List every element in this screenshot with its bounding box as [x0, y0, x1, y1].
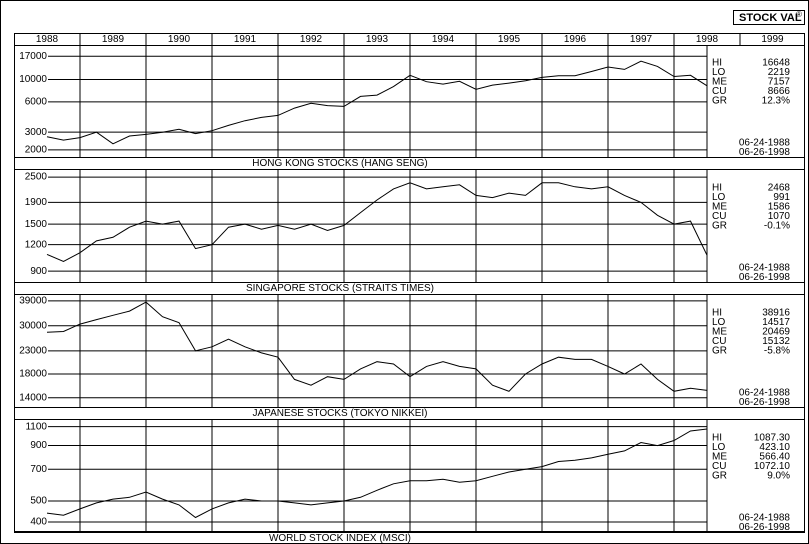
stat-value: -0.1%: [764, 221, 790, 232]
date-label: 06-26-1998: [739, 272, 791, 283]
y-tick-label: 18000: [19, 369, 47, 380]
stat-name: LO: [712, 442, 726, 453]
stat-value: 14517: [762, 317, 790, 328]
year-label: 1992: [300, 34, 323, 45]
date-label: 06-26-1998: [739, 522, 791, 533]
y-tick-label: 39000: [19, 296, 47, 307]
panel-title: HONG KONG STOCKS (HANG SENG): [252, 158, 427, 169]
stat-value: 15132: [762, 336, 790, 347]
price-line: [46, 301, 708, 392]
y-tick-label: 700: [30, 464, 47, 475]
price-line: [46, 428, 708, 519]
stat-name: ME: [712, 77, 727, 88]
stat-name: ME: [712, 202, 727, 213]
y-tick-label: 6000: [25, 96, 48, 107]
year-label: 1997: [630, 34, 653, 45]
stat-value: 12.3%: [762, 96, 790, 107]
stat-name: HI: [712, 58, 722, 69]
date-label: 06-24-1988: [739, 388, 791, 399]
year-label: 1996: [564, 34, 587, 45]
stat-name: ME: [712, 452, 727, 463]
y-tick-label: 17000: [19, 51, 47, 62]
stat-value: 566.40: [759, 452, 790, 463]
price-line: [46, 60, 708, 145]
stat-name: ME: [712, 327, 727, 338]
stat-value: 2468: [768, 183, 791, 194]
y-tick-label: 1900: [25, 197, 48, 208]
y-tick-label: 30000: [19, 320, 47, 331]
y-tick-label: 10000: [19, 74, 47, 85]
date-label: 06-24-1988: [739, 138, 791, 149]
stat-name: GR: [712, 346, 727, 357]
y-tick-label: 1100: [25, 421, 47, 432]
stat-value: 1070: [768, 211, 791, 222]
y-tick-label: 900: [30, 266, 47, 277]
stat-value: 991: [773, 192, 790, 203]
stat-name: CU: [712, 461, 726, 472]
year-label: 1998: [696, 34, 719, 45]
stat-name: LO: [712, 67, 726, 78]
y-tick-label: 500: [30, 496, 47, 507]
stat-value: 1087.30: [754, 433, 791, 444]
stat-name: CU: [712, 211, 726, 222]
stat-name: GR: [712, 221, 727, 232]
stat-value: 9.0%: [767, 471, 790, 482]
date-label: 06-26-1998: [739, 397, 791, 408]
stat-name: LO: [712, 317, 726, 328]
y-tick-label: 900: [30, 440, 47, 451]
price-line: [46, 182, 708, 263]
year-label: 1999: [761, 34, 784, 45]
year-label: 1991: [234, 34, 257, 45]
panel-title: SINGAPORE STOCKS (STRAITS TIMES): [246, 283, 434, 294]
y-tick-label: 23000: [19, 345, 47, 356]
year-label: 1988: [36, 34, 59, 45]
y-tick-label: 3000: [25, 127, 48, 138]
date-label: 06-24-1988: [739, 513, 791, 524]
stat-name: GR: [712, 471, 727, 482]
date-label: 06-26-1998: [739, 147, 791, 158]
stat-value: 20469: [762, 327, 790, 338]
stat-name: HI: [712, 308, 722, 319]
date-label: 06-24-1988: [739, 263, 791, 274]
header-box: [733, 10, 805, 25]
year-label: 1989: [102, 34, 125, 45]
stat-name: CU: [712, 336, 726, 347]
stat-value: 423.10: [759, 442, 790, 453]
stat-value: 1072.10: [754, 461, 791, 472]
stat-value: -5.8%: [764, 346, 790, 357]
y-tick-label: 1500: [25, 219, 48, 230]
stat-value: 7157: [768, 77, 791, 88]
year-label: 1995: [498, 34, 521, 45]
stat-value: 1586: [768, 202, 791, 213]
stat-name: LO: [712, 192, 726, 203]
y-tick-label: 14000: [19, 392, 47, 403]
y-tick-label: 400: [30, 517, 47, 528]
stat-value: 16648: [762, 58, 790, 69]
stat-value: 8666: [768, 86, 791, 97]
header-title: STOCK VAL: [739, 12, 802, 24]
year-label: 1990: [168, 34, 191, 45]
year-label: 1994: [432, 34, 455, 45]
y-tick-label: 2500: [25, 172, 48, 183]
panel-title: JAPANESE STOCKS (TOKYO NIKKEI): [252, 408, 427, 419]
y-tick-label: 1200: [25, 239, 48, 250]
y-tick-label: 2000: [25, 145, 48, 156]
stat-name: GR: [712, 96, 727, 107]
header-mark: ®: [796, 10, 802, 19]
stat-name: HI: [712, 433, 722, 444]
stat-name: CU: [712, 86, 726, 97]
stat-name: HI: [712, 183, 722, 194]
stat-value: 38916: [762, 308, 790, 319]
stat-value: 2219: [768, 67, 791, 78]
panel-title: WORLD STOCK INDEX (MSCI): [269, 533, 411, 544]
year-label: 1993: [366, 34, 389, 45]
